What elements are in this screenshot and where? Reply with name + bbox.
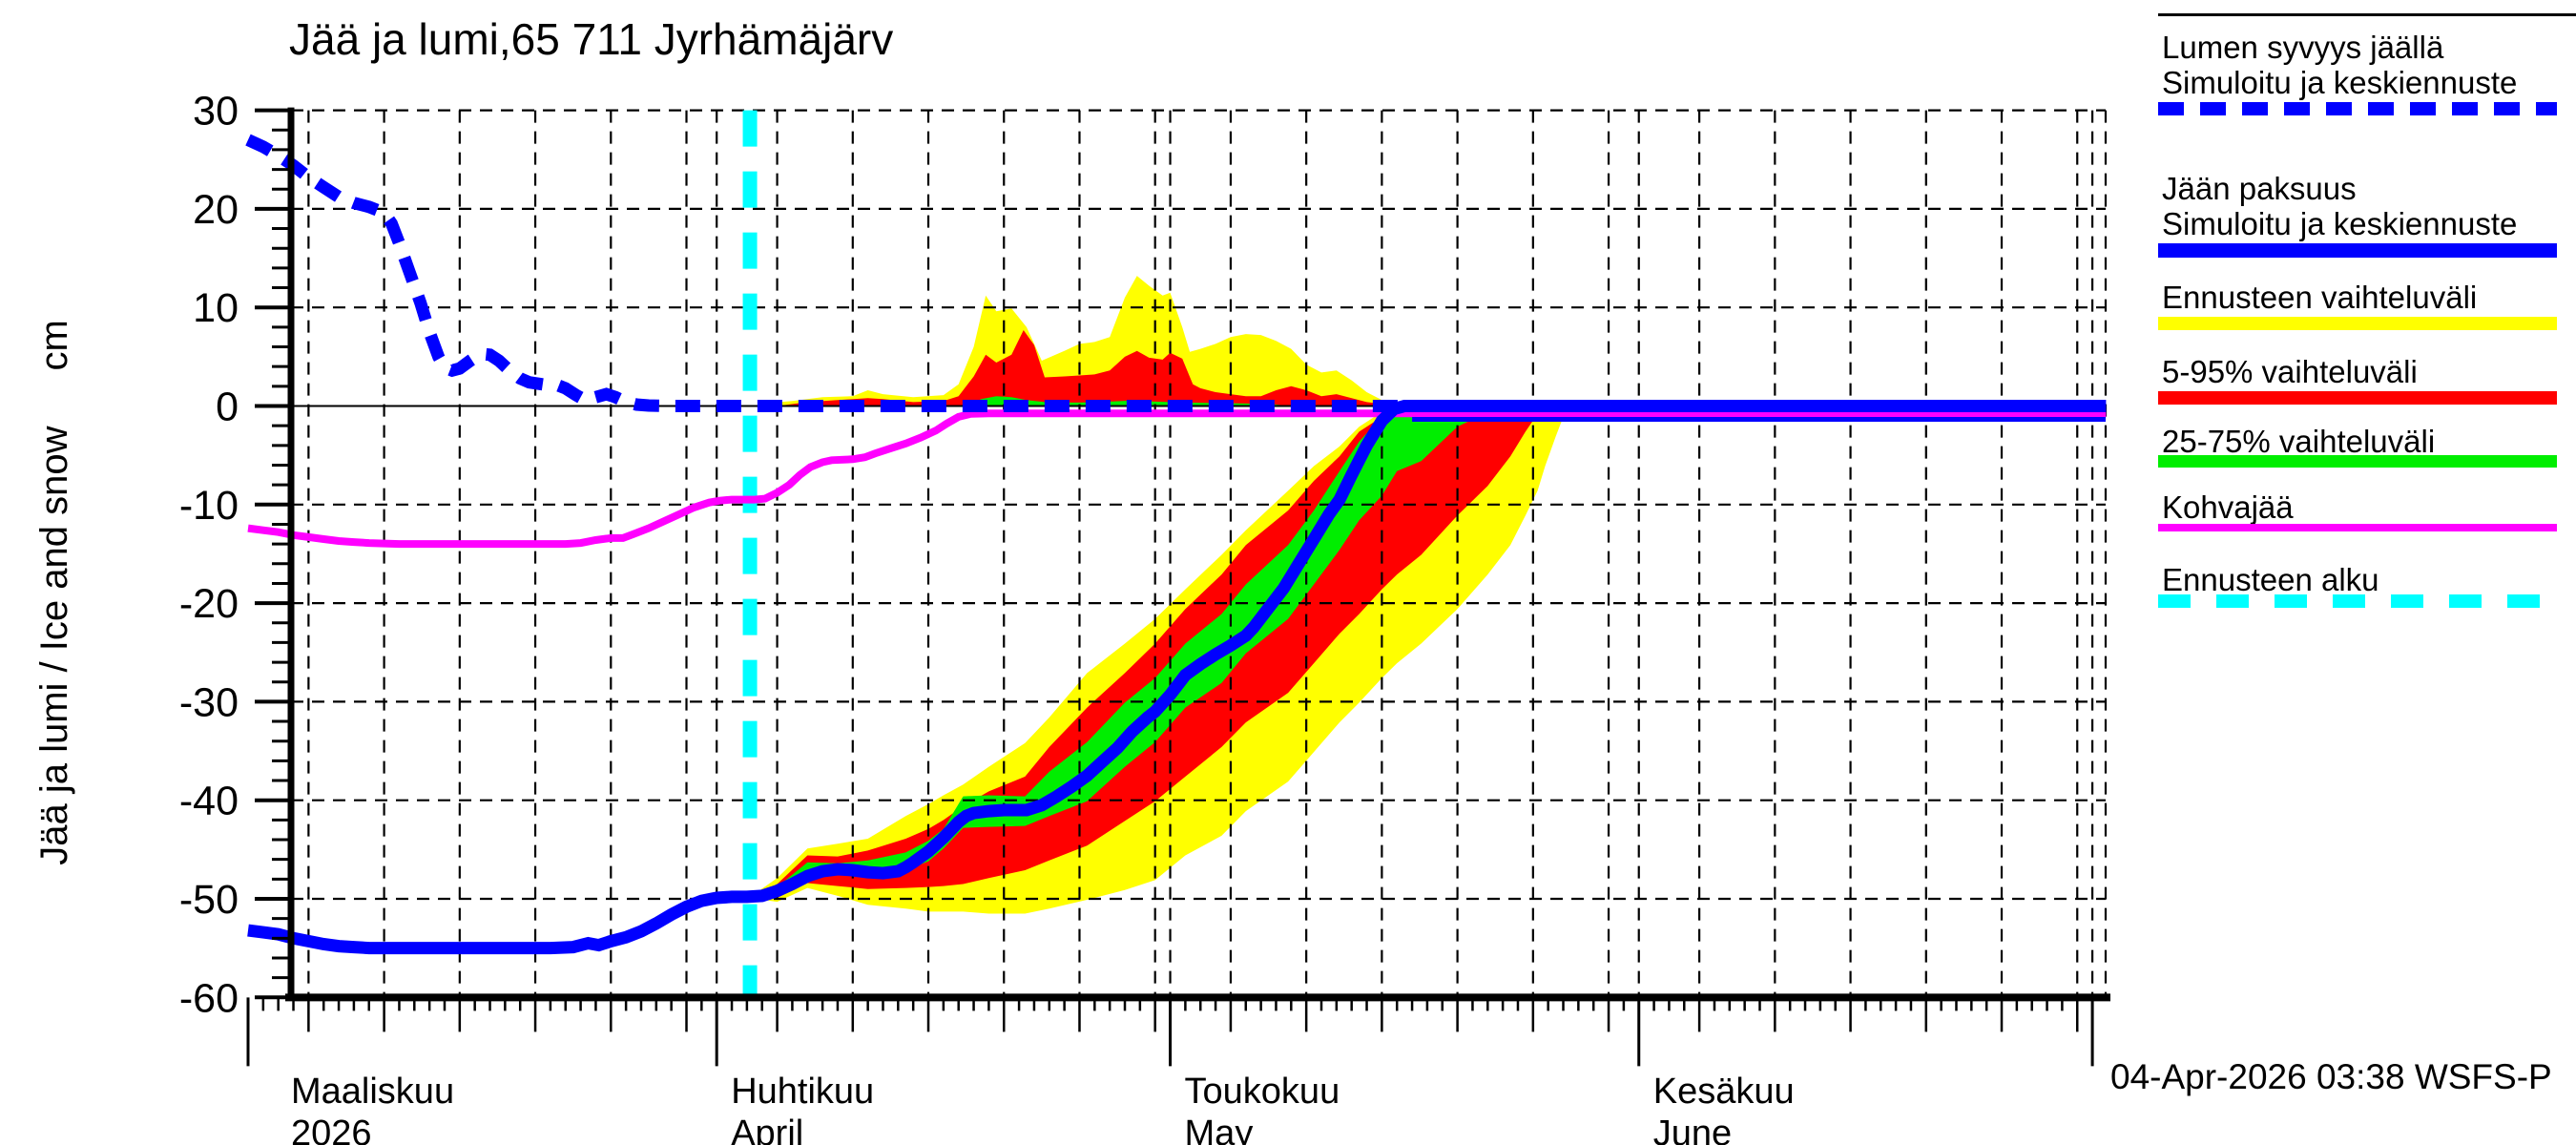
month-name-en: April bbox=[731, 1114, 804, 1145]
kohvajaa-line bbox=[247, 409, 2107, 549]
legend-label: 25-75% vaihteluväli bbox=[2162, 424, 2436, 459]
legend-label: Simuloitu ja keskiennuste bbox=[2162, 206, 2518, 241]
legend-swatch-magenta bbox=[2158, 524, 2557, 531]
page-title: Jää ja lumi,65 711 Jyrhämäjärv bbox=[289, 14, 894, 64]
timestamp: 04-Apr-2026 03:38 WSFS-P bbox=[2110, 1057, 2552, 1096]
legend-label: Jään paksuus bbox=[2162, 171, 2357, 206]
legend-label: Lumen syvyys jäällä bbox=[2162, 30, 2444, 65]
y-tick-label: -20 bbox=[179, 581, 239, 627]
ice-thickness-line bbox=[247, 400, 2107, 955]
legend-label: 5-95% vaihteluväli bbox=[2162, 354, 2418, 389]
x-month-label: Maaliskuu 2026 bbox=[291, 1071, 454, 1145]
x-month-label: Kesäkuu June bbox=[1653, 1071, 1795, 1145]
y-tick-label: -40 bbox=[179, 779, 239, 824]
y-tick-label: -10 bbox=[179, 483, 239, 529]
y-tick-label: -60 bbox=[179, 975, 239, 1021]
legend-label: Ennusteen vaihteluväli bbox=[2162, 280, 2478, 315]
month-name-en: June bbox=[1652, 1114, 1733, 1145]
x-month-label: Huhtikuu April bbox=[731, 1071, 874, 1145]
legend-label: Ennusteen alku bbox=[2162, 562, 2379, 597]
y-tick-label: 30 bbox=[193, 89, 239, 135]
month-name-fi: Maaliskuu bbox=[291, 1072, 455, 1112]
y-tick-label: 20 bbox=[193, 187, 239, 233]
band-red-above bbox=[784, 330, 1395, 406]
y-tick-label: -30 bbox=[179, 679, 239, 725]
month-name-fi: Toukokuu bbox=[1184, 1072, 1340, 1112]
legend-swatch-red bbox=[2158, 391, 2557, 405]
band-green-below bbox=[756, 406, 1497, 897]
legend-swatch-cyan-dashed bbox=[2158, 594, 2557, 608]
month-name-en: 2026 bbox=[291, 1114, 372, 1145]
legend-label: Simuloitu ja keskiennuste bbox=[2162, 65, 2518, 100]
snow-depth-line bbox=[245, 134, 2107, 412]
month-name-fi: Kesäkuu bbox=[1652, 1072, 1795, 1112]
legend-label: Kohvajää bbox=[2162, 489, 2294, 525]
y-tick-label: -50 bbox=[179, 877, 239, 923]
y-tick-label: 10 bbox=[193, 285, 239, 331]
y-tick-label: 0 bbox=[216, 385, 239, 430]
band-yellow-above bbox=[758, 276, 1413, 406]
legend-swatch-green bbox=[2158, 455, 2557, 468]
legend-swatch-ice-solid bbox=[2158, 243, 2557, 258]
x-month-label: Toukokuu May bbox=[1185, 1071, 1340, 1145]
legend: Lumen syvyys jäällä Simuloitu ja keskienn… bbox=[2158, 13, 2576, 665]
legend-swatch-snow-dashed bbox=[2158, 102, 2557, 115]
month-name-fi: Huhtikuu bbox=[731, 1072, 875, 1112]
month-name-en: May bbox=[1184, 1114, 1254, 1145]
legend-swatch-yellow bbox=[2158, 317, 2557, 330]
